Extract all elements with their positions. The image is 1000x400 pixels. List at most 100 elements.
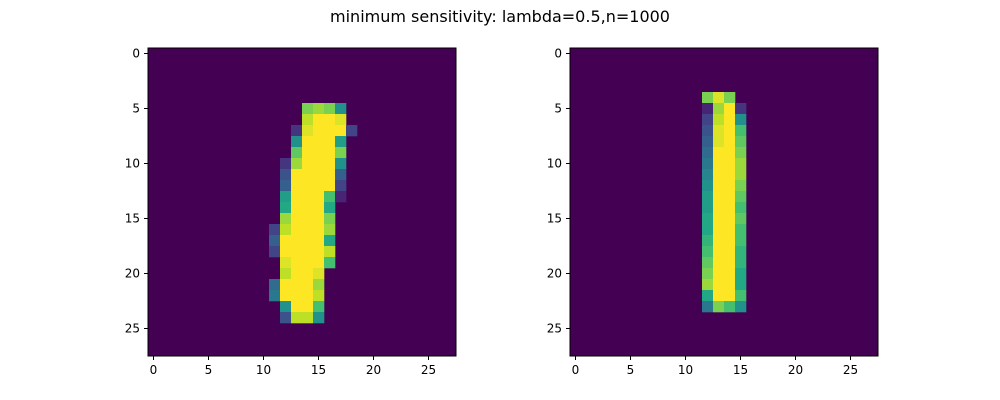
x-tick-label: 15 bbox=[733, 363, 748, 377]
heatmap-cell bbox=[313, 169, 325, 181]
heatmap-cell bbox=[269, 246, 281, 258]
axes-frame bbox=[569, 47, 879, 357]
heatmap-cell bbox=[313, 147, 325, 159]
heatmap-cell bbox=[735, 191, 747, 203]
x-tick-label: 20 bbox=[366, 363, 381, 377]
heatmap-cell bbox=[735, 290, 747, 302]
heatmap-cell bbox=[280, 213, 292, 225]
heatmap-cell bbox=[302, 103, 314, 115]
heatmap-cell bbox=[324, 202, 336, 214]
heatmap-cell bbox=[346, 125, 358, 137]
heatmap-cell bbox=[724, 235, 736, 247]
heatmap-cell bbox=[313, 268, 325, 280]
heatmap-cell bbox=[713, 136, 725, 148]
heatmap-cell bbox=[291, 136, 303, 148]
heatmap-cell bbox=[702, 169, 714, 181]
y-tick-label: 25 bbox=[125, 322, 140, 336]
heatmap-cell bbox=[735, 257, 747, 269]
heatmap-cell bbox=[313, 191, 325, 203]
heatmap-cell bbox=[735, 147, 747, 159]
heatmap-cell bbox=[335, 180, 347, 192]
heatmap-cell bbox=[302, 180, 314, 192]
heatmap-cell bbox=[735, 235, 747, 247]
heatmap-cell bbox=[313, 290, 325, 302]
heatmap-cell bbox=[713, 158, 725, 170]
heatmap-cell bbox=[724, 246, 736, 258]
heatmap-cell bbox=[302, 158, 314, 170]
heatmap-cell bbox=[724, 114, 736, 126]
heatmap-cell bbox=[702, 235, 714, 247]
heatmap-cell bbox=[335, 114, 347, 126]
heatmap-cell bbox=[735, 202, 747, 214]
y-tick-label: 15 bbox=[547, 212, 562, 226]
heatmap-cell bbox=[269, 279, 281, 291]
heatmap-cell bbox=[713, 202, 725, 214]
x-tick-label: 20 bbox=[788, 363, 803, 377]
heatmap-cell bbox=[713, 180, 725, 192]
heatmap-cell bbox=[713, 147, 725, 159]
heatmap-panel-right: 0 5 10 15 20 25 0 5 10 15 20 25 bbox=[547, 47, 879, 377]
heatmap-cell bbox=[291, 312, 303, 324]
heatmap-cell bbox=[302, 246, 314, 258]
heatmap-cell bbox=[280, 180, 292, 192]
heatmap-cell bbox=[280, 246, 292, 258]
heatmap-cell bbox=[280, 268, 292, 280]
heatmap-cell bbox=[702, 180, 714, 192]
heatmap-cell bbox=[713, 224, 725, 236]
heatmap-cell bbox=[335, 191, 347, 203]
heatmap-cell bbox=[713, 290, 725, 302]
heatmap-cell bbox=[280, 312, 292, 324]
heatmap-cell bbox=[702, 246, 714, 258]
y-tick-label: 20 bbox=[547, 267, 562, 281]
heatmap-cell bbox=[713, 169, 725, 181]
heatmap-cell bbox=[702, 191, 714, 203]
heatmap-cell bbox=[713, 235, 725, 247]
heatmap-cell bbox=[302, 301, 314, 313]
heatmap-cell bbox=[291, 169, 303, 181]
heatmap-cell bbox=[713, 103, 725, 115]
heatmap-cell bbox=[302, 279, 314, 291]
heatmap-cell bbox=[280, 301, 292, 313]
heatmap-cell bbox=[313, 202, 325, 214]
heatmap-cell bbox=[713, 257, 725, 269]
heatmap-cell bbox=[313, 180, 325, 192]
heatmap-cell bbox=[724, 213, 736, 225]
heatmap-cell bbox=[735, 114, 747, 126]
heatmap-cell bbox=[324, 136, 336, 148]
y-tick-label: 15 bbox=[125, 212, 140, 226]
heatmap-cell bbox=[280, 235, 292, 247]
heatmap-cell bbox=[713, 92, 725, 104]
heatmap-cell bbox=[302, 114, 314, 126]
heatmap-cell bbox=[280, 279, 292, 291]
heatmap-cell bbox=[291, 213, 303, 225]
heatmap-cell bbox=[335, 169, 347, 181]
heatmap-cell bbox=[269, 290, 281, 302]
heatmap-cell bbox=[291, 147, 303, 159]
heatmap-cell bbox=[702, 92, 714, 104]
heatmap-cell bbox=[313, 125, 325, 137]
heatmap-cell bbox=[702, 224, 714, 236]
heatmap-cell bbox=[324, 125, 336, 137]
x-tick-label: 10 bbox=[678, 363, 693, 377]
heatmap-cell bbox=[724, 257, 736, 269]
heatmap-cell bbox=[324, 213, 336, 225]
heatmap-cell bbox=[313, 136, 325, 148]
heatmap-cell bbox=[313, 246, 325, 258]
x-tick-label: 0 bbox=[150, 363, 158, 377]
heatmap-cell bbox=[302, 290, 314, 302]
heatmap-cell bbox=[735, 125, 747, 137]
heatmap-cell bbox=[313, 103, 325, 115]
heatmap-cell bbox=[302, 224, 314, 236]
x-tick-label: 0 bbox=[572, 363, 580, 377]
x-tick-label: 5 bbox=[627, 363, 635, 377]
heatmap-cell bbox=[291, 202, 303, 214]
heatmap-cell bbox=[291, 257, 303, 269]
heatmap-cell bbox=[313, 213, 325, 225]
heatmap-cell bbox=[291, 279, 303, 291]
heatmap-cell bbox=[280, 191, 292, 203]
heatmap-cell bbox=[735, 158, 747, 170]
heatmap-cell bbox=[724, 147, 736, 159]
heatmap-cell bbox=[702, 114, 714, 126]
heatmap-cell bbox=[713, 301, 725, 313]
heatmap-cell bbox=[324, 158, 336, 170]
